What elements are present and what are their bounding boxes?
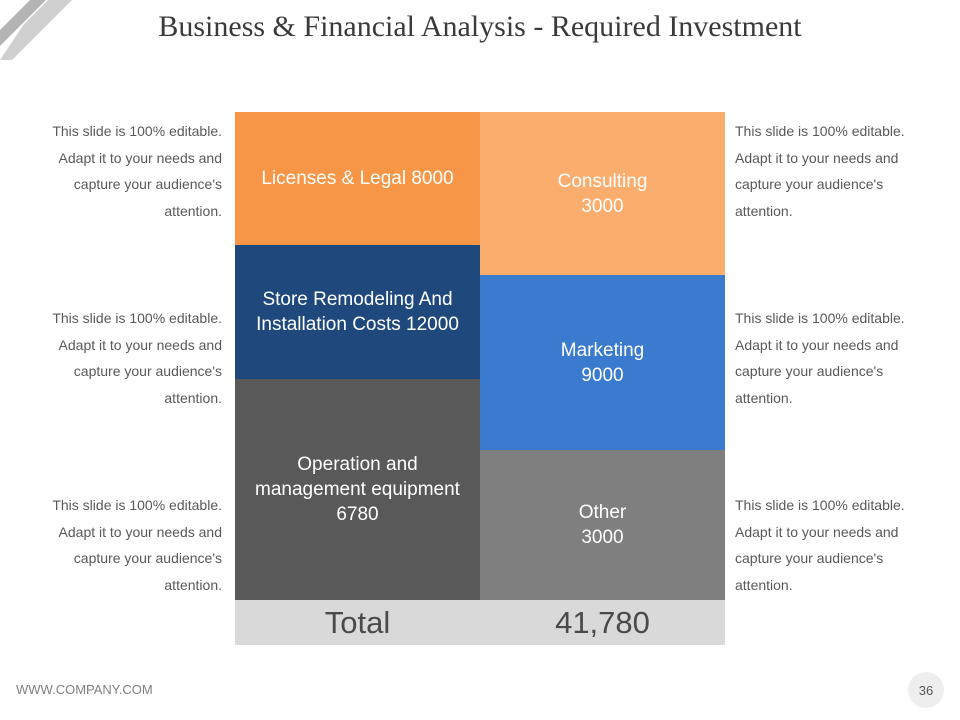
investment-block-consulting: Consulting 3000 <box>480 112 725 275</box>
description-text: This slide is 100% editable. Adapt it to… <box>52 497 222 593</box>
block-label: Consulting 3000 <box>557 170 648 217</box>
description-text: This slide is 100% editable. Adapt it to… <box>735 123 905 219</box>
block-label: Other 3000 <box>578 502 627 548</box>
description-text: This slide is 100% editable. Adapt it to… <box>735 497 905 593</box>
investment-block-other: Other 3000 <box>480 450 725 600</box>
block-label: Licenses & Legal 8000 <box>261 168 454 189</box>
description-text: This slide is 100% editable. Adapt it to… <box>52 310 222 406</box>
block-label: Store Remodeling And Installation Costs … <box>256 289 459 335</box>
corner-decoration <box>0 0 72 60</box>
investment-block-licenses: Licenses & Legal 8000 <box>235 112 480 245</box>
investment-block-operation: Operation and management equipment 6780 <box>235 379 480 600</box>
block-label: Operation and management equipment 6780 <box>255 454 460 525</box>
investment-block-store-remodeling: Store Remodeling And Installation Costs … <box>235 245 480 379</box>
total-row: Total 41,780 <box>235 600 725 645</box>
block-label: Marketing 9000 <box>560 339 645 386</box>
description-text: This slide is 100% editable. Adapt it to… <box>735 310 905 406</box>
total-label: Total <box>324 604 391 640</box>
description-text: This slide is 100% editable. Adapt it to… <box>52 123 222 219</box>
investment-block-marketing: Marketing 9000 <box>480 275 725 450</box>
page-title: Business & Financial Analysis - Required… <box>158 10 802 43</box>
page-number: 36 <box>908 672 944 708</box>
footer-url: WWW.COMPANY.COM <box>16 682 153 697</box>
total-value: 41,780 <box>555 604 650 640</box>
